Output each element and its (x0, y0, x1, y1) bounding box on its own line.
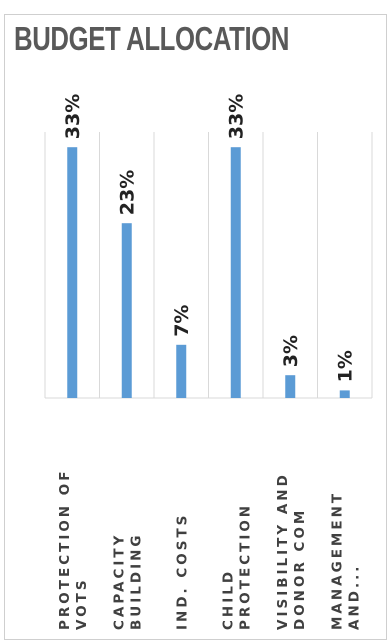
data-label: 23% (117, 170, 139, 215)
chart-frame (4, 14, 387, 640)
bar (285, 375, 296, 398)
category-label: VISIBILITY AND (275, 472, 291, 630)
category-label: PROTECTION (237, 503, 253, 630)
data-label: 33% (226, 94, 248, 139)
data-label: 1% (335, 350, 357, 382)
category-label: BUILDING (128, 533, 144, 631)
category-label: CAPACITY (111, 533, 127, 630)
category-label: VOTS (74, 577, 90, 630)
bar (230, 147, 241, 398)
bar (121, 223, 132, 398)
category-label: AND... (346, 564, 362, 630)
category-label: PROTECTION OF (57, 468, 73, 630)
bar (67, 147, 78, 398)
bar (176, 344, 187, 398)
category-label: DONOR COM (292, 508, 308, 630)
data-label: 33% (62, 94, 84, 139)
category-label: MANAGEMENT (329, 491, 345, 630)
category-label: CHILD (220, 569, 236, 630)
data-label: 3% (280, 335, 302, 367)
category-label: IND. COSTS (174, 513, 190, 630)
data-label: 7% (171, 305, 193, 337)
bar (339, 390, 350, 398)
chart-title: BUDGET ALLOCATION (14, 20, 290, 57)
